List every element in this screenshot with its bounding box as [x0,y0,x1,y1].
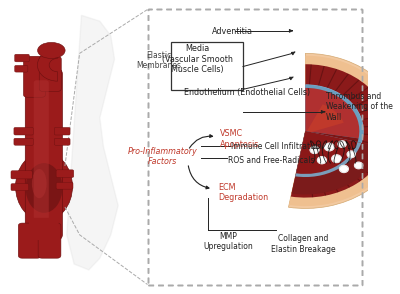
Circle shape [338,141,346,147]
Wedge shape [289,56,400,206]
FancyBboxPatch shape [34,80,49,231]
Text: Endothelium (Endothelial Cells): Endothelium (Endothelial Cells) [184,88,310,97]
Wedge shape [305,88,359,138]
FancyBboxPatch shape [24,56,46,97]
Text: VSMC
Apoptosis: VSMC Apoptosis [220,129,259,149]
Circle shape [318,157,326,164]
FancyBboxPatch shape [39,56,61,91]
Ellipse shape [38,42,65,59]
FancyBboxPatch shape [14,138,33,145]
Circle shape [347,151,355,158]
Ellipse shape [16,152,72,221]
Circle shape [310,146,319,153]
Wedge shape [296,131,358,174]
Circle shape [332,155,341,163]
FancyBboxPatch shape [54,127,70,135]
Wedge shape [296,131,358,174]
FancyBboxPatch shape [56,170,74,178]
Wedge shape [291,64,389,198]
Text: Media
(Vascular Smooth
Muscle Cells): Media (Vascular Smooth Muscle Cells) [162,44,232,74]
Circle shape [380,107,385,111]
Circle shape [384,119,392,125]
Text: ECM
Degradation: ECM Degradation [218,183,268,202]
FancyBboxPatch shape [15,54,29,62]
Polygon shape [67,15,118,270]
FancyBboxPatch shape [15,65,28,72]
Text: Collagen and
Elastin Breakage: Collagen and Elastin Breakage [271,234,336,254]
FancyBboxPatch shape [25,69,62,240]
Wedge shape [288,54,400,208]
FancyBboxPatch shape [14,127,33,135]
Wedge shape [38,49,58,81]
Text: ROS and Free-Radicals: ROS and Free-Radicals [228,156,314,165]
Wedge shape [292,131,382,195]
Circle shape [380,132,388,138]
Text: Elastic
Membranes: Elastic Membranes [136,51,181,70]
Text: Immune Cell Infiltration: Immune Cell Infiltration [231,142,322,151]
FancyBboxPatch shape [373,126,382,128]
Circle shape [324,143,334,151]
Wedge shape [295,131,361,177]
Circle shape [383,113,389,118]
FancyBboxPatch shape [38,223,61,258]
FancyBboxPatch shape [29,218,59,240]
Circle shape [386,121,390,124]
FancyBboxPatch shape [18,223,41,258]
FancyBboxPatch shape [11,171,32,179]
Text: Adventitia: Adventitia [212,27,253,36]
Text: Thrombus and
Weakening of the
Wall: Thrombus and Weakening of the Wall [326,92,393,121]
Text: MMP
Upregulation: MMP Upregulation [204,231,253,251]
Circle shape [354,162,363,169]
Circle shape [378,106,386,112]
FancyBboxPatch shape [56,182,73,189]
FancyBboxPatch shape [171,42,243,90]
Wedge shape [305,104,344,134]
Circle shape [384,114,388,117]
Ellipse shape [32,169,46,198]
Text: Pro-Inflammatory
Factors: Pro-Inflammatory Factors [127,147,197,166]
Ellipse shape [26,163,62,213]
Circle shape [340,166,348,173]
FancyBboxPatch shape [11,183,28,191]
Wedge shape [295,85,363,177]
Circle shape [382,133,386,137]
Wedge shape [295,84,364,178]
FancyBboxPatch shape [54,138,70,145]
